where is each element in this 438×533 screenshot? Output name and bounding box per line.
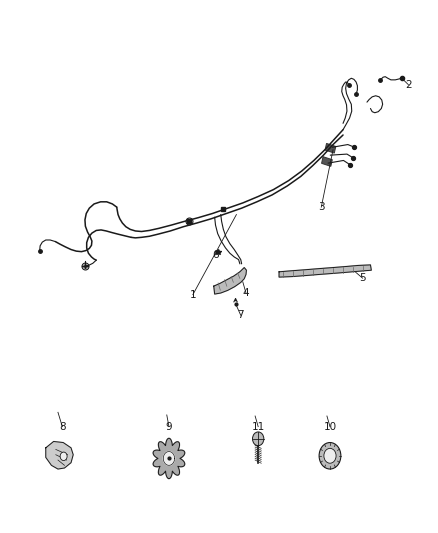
Text: 5: 5 — [359, 273, 366, 283]
Text: 10: 10 — [323, 422, 336, 432]
Text: 1: 1 — [190, 289, 196, 300]
Bar — [325, 143, 336, 153]
Text: 9: 9 — [166, 422, 172, 432]
Text: 4: 4 — [243, 288, 249, 298]
Text: 7: 7 — [237, 310, 244, 320]
Polygon shape — [214, 268, 247, 294]
Bar — [321, 157, 332, 166]
Circle shape — [324, 448, 336, 463]
Polygon shape — [163, 451, 175, 465]
Text: 8: 8 — [59, 422, 66, 432]
Text: 3: 3 — [318, 202, 325, 212]
Polygon shape — [46, 441, 73, 469]
Polygon shape — [279, 265, 371, 277]
Circle shape — [60, 452, 67, 461]
Text: 2: 2 — [405, 79, 412, 90]
Polygon shape — [153, 438, 185, 479]
Text: 6: 6 — [212, 250, 219, 260]
Text: 11: 11 — [251, 422, 265, 432]
Circle shape — [253, 432, 264, 446]
Circle shape — [319, 442, 341, 469]
